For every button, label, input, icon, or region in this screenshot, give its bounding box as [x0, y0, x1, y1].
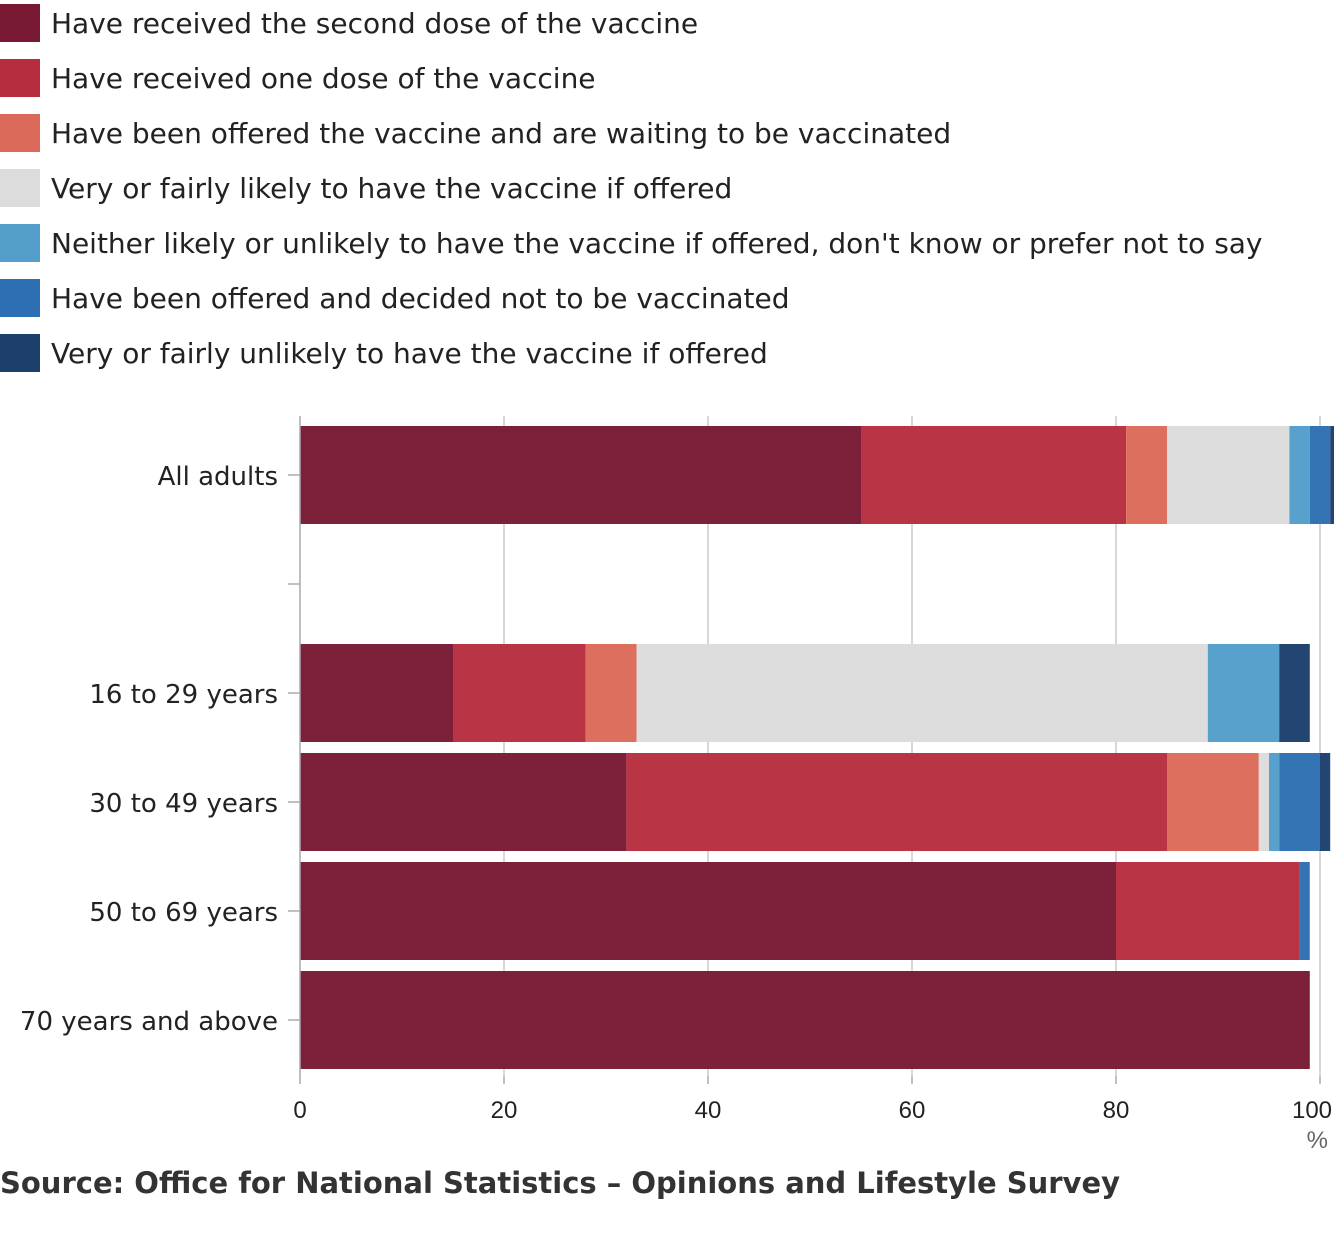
legend-swatch: [0, 169, 40, 207]
bar-segment: [453, 644, 586, 742]
bar-segment: [1299, 862, 1310, 960]
x-tick-label: 20: [491, 1097, 518, 1124]
legend-item: Very or fairly unlikely to have the vacc…: [0, 334, 768, 372]
legend-item: Have received the second dose of the vac…: [0, 4, 698, 42]
stacked-bar-chart: All adults 16 to 29 years 30 to 49 years 50…: [20, 416, 1334, 1154]
bar-segment: [1309, 426, 1331, 524]
legend-item: Have been offered the vaccine and are wa…: [0, 114, 951, 152]
y-tick-label: 30 to 49 years: [89, 789, 278, 819]
bar-segment: [861, 426, 1127, 524]
legend-swatch: [0, 114, 40, 152]
bar-segment: [636, 644, 1208, 742]
legend-label: Very or fairly likely to have the vaccin…: [51, 171, 733, 205]
bar-segment: [300, 862, 1116, 960]
x-axis-label: %: [1307, 1127, 1328, 1154]
x-tick-label: 80: [1103, 1097, 1130, 1124]
bar-segment: [626, 753, 1167, 851]
bar-segment: [1320, 753, 1331, 851]
y-tick-label: 70 years and above: [20, 1007, 278, 1037]
bar-segment: [300, 426, 861, 524]
legend-item: Have received one dose of the vaccine: [0, 59, 596, 97]
bar-segment: [1167, 753, 1259, 851]
legend-swatch: [0, 279, 40, 317]
legend-swatch: [0, 334, 40, 372]
source-note: Source: Office for National Statistics –…: [0, 1166, 1121, 1200]
y-tick-label: All adults: [158, 462, 278, 492]
y-tick-label: 50 to 69 years: [89, 898, 278, 928]
bar-segment: [1330, 426, 1334, 524]
legend-swatch: [0, 59, 40, 97]
legend-label: Have received the second dose of the vac…: [51, 6, 699, 40]
legend-label: Neither likely or unlikely to have the v…: [51, 226, 1263, 260]
x-tick-label: 100: [1292, 1097, 1332, 1124]
legend-label: Have been offered the vaccine and are wa…: [51, 116, 952, 150]
y-tick-label: 16 to 29 years: [89, 680, 278, 710]
bar-segment: [300, 971, 1310, 1069]
bar-segment: [1289, 426, 1310, 524]
bar-segment: [1207, 644, 1280, 742]
bar-segment: [1167, 426, 1290, 524]
legend-label: Have been offered and decided not to be …: [51, 281, 790, 315]
legend-label: Have received one dose of the vaccine: [51, 61, 596, 95]
bar-segment: [300, 753, 627, 851]
bar-segment: [300, 644, 453, 742]
x-tick-label: 0: [293, 1097, 306, 1124]
bar-segment: [1126, 426, 1167, 524]
legend-item: Neither likely or unlikely to have the v…: [0, 224, 1263, 262]
bar-segment: [1279, 644, 1310, 742]
bar-segment: [1269, 753, 1280, 851]
legend-swatch: [0, 224, 40, 262]
bar-segment: [1116, 862, 1300, 960]
legend-item: Have been offered and decided not to be …: [0, 279, 790, 317]
x-tick-label: 60: [899, 1097, 926, 1124]
x-tick-label: 40: [695, 1097, 722, 1124]
legend-item: Very or fairly likely to have the vaccin…: [0, 169, 732, 207]
legend-label: Very or fairly unlikely to have the vacc…: [51, 336, 768, 370]
bar-segment: [1279, 753, 1320, 851]
legend-swatch: [0, 4, 40, 42]
bar-segment: [1258, 753, 1269, 851]
bar-segment: [585, 644, 637, 742]
